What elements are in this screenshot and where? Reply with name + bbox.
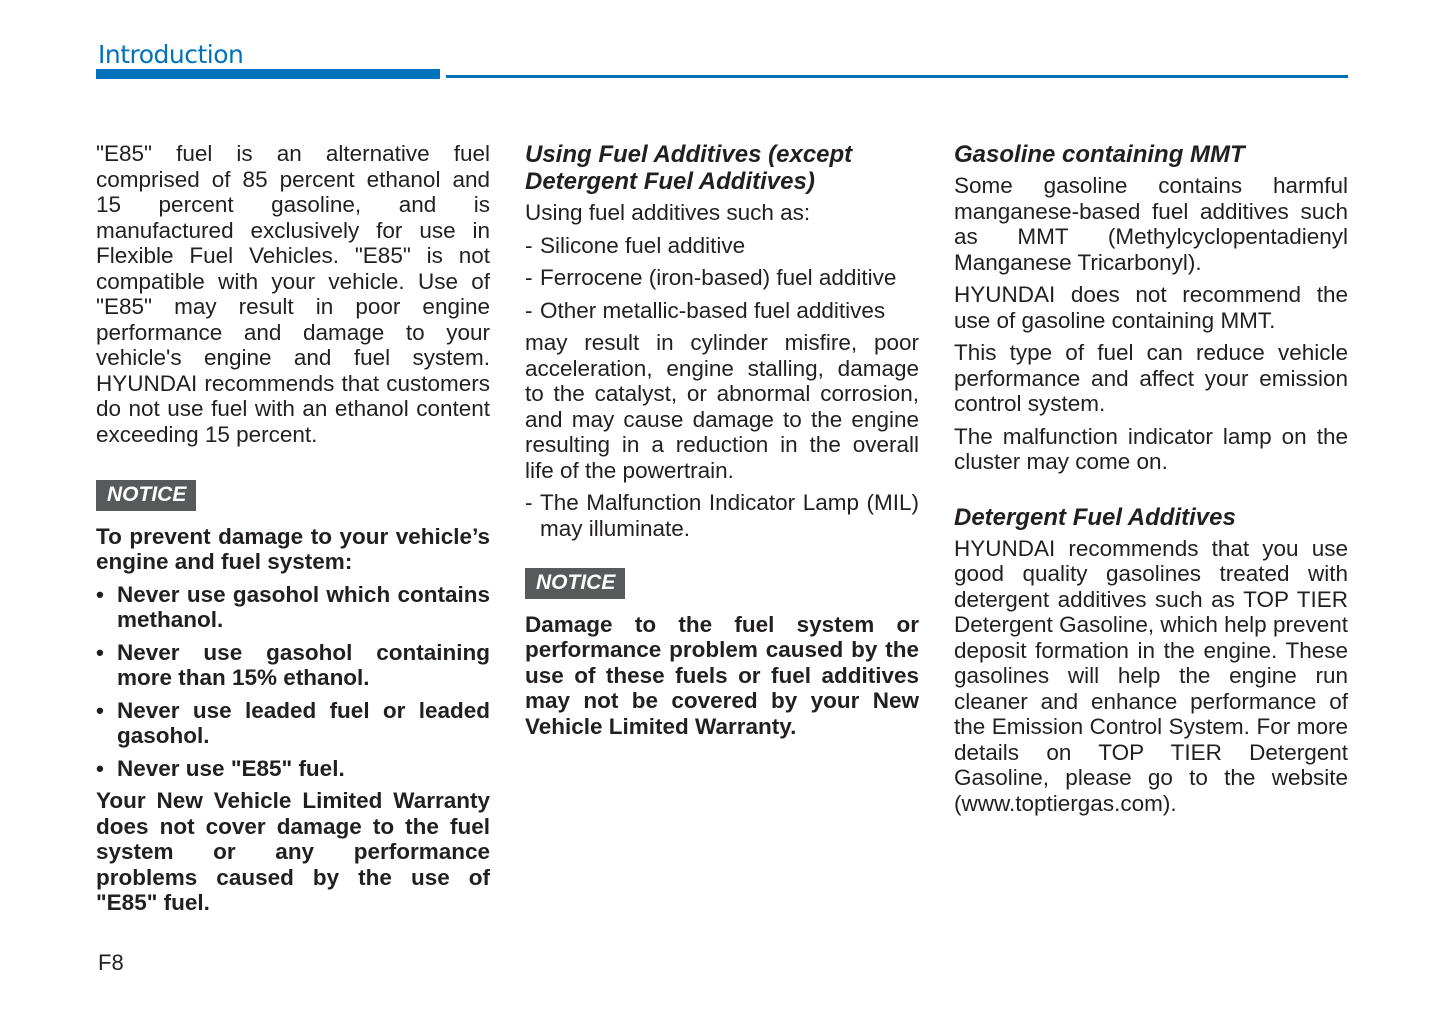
paragraph: HYUNDAI does not recommend the use of ga… (954, 282, 1348, 333)
list-item: Never use leaded fuel or leaded gasohol. (96, 698, 490, 749)
notice-text: Damage to the fuel system or performance… (525, 611, 919, 739)
notice-badge: NOTICE (525, 568, 626, 599)
mil-item: The Malfunction Indicator Lamp (MIL) may… (525, 490, 919, 541)
warranty-paragraph: Your New Vehicle Limited Warranty does n… (96, 788, 490, 915)
column-3: Gasoline containing MMT Some gasoline co… (954, 141, 1348, 823)
column-2: Using Fuel Additives (except Detergent F… (525, 141, 919, 746)
notice-lead: To prevent damage to your vehicle’s engi… (96, 523, 490, 575)
detergent-text-end: ). (1162, 790, 1177, 816)
list-item: Never use gasohol containing more than 1… (96, 640, 490, 691)
paragraph: This type of fuel can reduce vehicle per… (954, 340, 1348, 416)
paragraph: The malfunction indicator lamp on the cl… (954, 423, 1348, 475)
column-1: "E85" fuel is an alternative fuel compri… (96, 141, 490, 923)
list-item: Silicone fuel additive (525, 233, 919, 259)
list-item: Ferrocene (iron-based) fuel additive (525, 265, 919, 291)
header-bar (96, 69, 440, 79)
page-number: F8 (98, 950, 124, 975)
paragraph: HYUNDAI recommends that you use good qua… (954, 536, 1348, 817)
additives-result: may result in cylinder misfire, poor acc… (525, 330, 919, 483)
e85-paragraph: "E85" fuel is an alternative fuel compri… (96, 141, 490, 447)
paragraph: Some gasoline contains harmful manganese… (954, 173, 1348, 275)
notice-list: Never use gasohol which contains methano… (96, 582, 490, 782)
section-title: Introduction (98, 40, 244, 69)
header-rule (446, 75, 1348, 78)
detergent-heading: Detergent Fuel Additives (954, 503, 1236, 531)
list-item: Never use gasohol which contains methano… (96, 582, 490, 633)
fuel-additives-heading: Using Fuel Additives (except Detergent F… (525, 141, 853, 195)
detergent-text: HYUNDAI recommends that you use good qua… (954, 535, 1348, 816)
toptier-link[interactable]: www.toptiergas.com (961, 790, 1163, 816)
list-item: Never use "E85" fuel. (96, 756, 490, 782)
mmt-heading: Gasoline containing MMT (954, 141, 1245, 168)
list-item: Other metallic-based fuel additives (525, 298, 919, 324)
notice-badge: NOTICE (96, 480, 197, 511)
additives-lead: Using fuel additives such as: (525, 200, 811, 225)
